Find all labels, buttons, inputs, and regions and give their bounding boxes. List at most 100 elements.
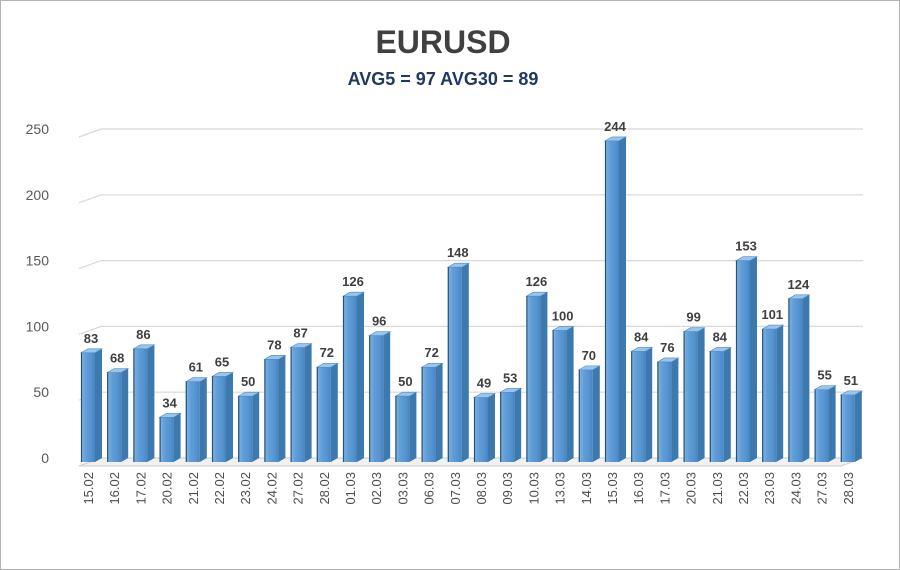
x-axis-tick-label: 06.03 [422, 472, 437, 505]
bar-value-label: 34 [162, 395, 177, 410]
bar-value-label: 78 [267, 337, 281, 352]
bar-top-face [368, 331, 392, 336]
chart-title: EURUSD [375, 24, 510, 60]
bar-top-face [839, 390, 863, 396]
bar-value-label: 87 [293, 326, 307, 341]
bar-value-label: 83 [84, 331, 98, 346]
bar-side-face [435, 363, 443, 462]
bar-side-face [671, 357, 679, 462]
bar-front-face [264, 359, 279, 462]
bar-top-face [656, 357, 680, 363]
bar-top-face [394, 391, 418, 397]
bar-side-face [566, 326, 574, 462]
bar-value-label: 100 [552, 308, 574, 323]
x-axis-tick-label: 09.03 [500, 472, 515, 505]
bar-side-face [278, 355, 286, 462]
bar-value-label: 61 [189, 360, 203, 375]
x-axis-tick-label: 15.02 [81, 472, 96, 505]
bar-value-label: 55 [817, 368, 831, 383]
bar-value-label: 68 [110, 351, 124, 366]
y-axis-tick-label: 150 [26, 253, 50, 269]
x-axis-tick-label: 20.03 [684, 472, 699, 505]
bar-value-label: 50 [241, 374, 255, 389]
bar-front-face [447, 267, 462, 462]
bar-top-face [79, 348, 104, 354]
bar-side-face [173, 413, 181, 462]
bar-front-face [605, 140, 619, 462]
bar-side-face [461, 263, 469, 462]
x-axis-tick-label: 15.03 [605, 472, 620, 505]
x-axis-tick-label: 07.03 [448, 472, 463, 505]
bar-top-face [813, 385, 837, 390]
y-axis-tick-label: 100 [26, 318, 50, 334]
bar-front-face [290, 347, 305, 462]
bar-value-label: 126 [526, 274, 548, 289]
x-axis-tick-label: 22.02 [212, 472, 227, 505]
bar-value-label: 49 [477, 376, 491, 391]
y-axis-tick-label: 0 [41, 450, 49, 466]
bar-value-label: 96 [372, 314, 386, 329]
bar-value-label: 72 [320, 345, 334, 360]
bar-side-face [330, 363, 338, 462]
bar-front-face [421, 367, 436, 462]
bar-top-face [708, 347, 732, 352]
y-axis-tick-label: 200 [26, 187, 50, 203]
bar-front-face [316, 367, 331, 462]
bar-side-face [723, 347, 731, 462]
bar-top-face [420, 362, 444, 368]
bar-front-face [395, 396, 410, 462]
bar-side-face [540, 292, 548, 462]
bar-front-face [133, 348, 148, 462]
gridline [78, 128, 863, 138]
bar-value-label: 148 [447, 245, 469, 260]
bar-top-face [630, 347, 654, 352]
bar-side-face [802, 294, 810, 462]
bar-top-face [787, 294, 811, 300]
bar-value-label: 86 [136, 327, 150, 342]
bar-side-face [121, 368, 129, 462]
x-axis-tick-label: 01.03 [343, 472, 358, 505]
bar-top-face [525, 291, 549, 297]
bar-side-face [619, 136, 626, 462]
bar-value-label: 153 [735, 239, 757, 254]
x-axis-tick-label: 22.03 [736, 472, 751, 505]
bar-front-face [814, 389, 829, 462]
bar-top-face [734, 256, 759, 261]
bar-side-face [147, 344, 155, 462]
bar-top-face [106, 368, 130, 373]
bar-value-label: 126 [342, 274, 364, 289]
bar-side-face [514, 388, 522, 462]
bar-front-face [185, 381, 200, 462]
bar-side-face [252, 392, 260, 462]
x-axis-tick-label: 17.03 [657, 472, 672, 505]
bar-top-face [341, 291, 366, 297]
bar-front-face [552, 330, 567, 462]
bar-front-face [683, 331, 698, 462]
bar-side-face [304, 343, 312, 462]
bar-value-label: 70 [582, 348, 596, 363]
x-axis-tick-label: 20.02 [160, 472, 175, 505]
x-axis-tick-label: 17.02 [133, 472, 148, 505]
bar-front-face [369, 335, 384, 462]
bar-side-face [828, 385, 836, 462]
bar-top-face [263, 355, 287, 360]
bar-value-label: 101 [761, 307, 783, 322]
gridline [78, 194, 863, 204]
bar-side-face [199, 377, 207, 462]
bar-front-face [238, 396, 253, 462]
bar-front-face [762, 329, 777, 462]
x-axis-tick-label: 16.02 [107, 472, 122, 505]
x-axis-tick-label: 16.03 [631, 472, 646, 505]
bar-front-face [107, 372, 122, 462]
bar-top-face [315, 362, 339, 368]
bar-front-face [474, 397, 488, 462]
bar-top-face [551, 326, 575, 331]
x-axis-tick-label: 27.02 [291, 472, 306, 505]
x-axis-tick-label: 08.03 [474, 472, 489, 505]
y-axis-tick-label: 50 [33, 384, 49, 400]
x-axis-tick-label: 28.03 [841, 472, 856, 505]
bar-front-face [526, 296, 541, 462]
bar-side-face [645, 347, 653, 462]
